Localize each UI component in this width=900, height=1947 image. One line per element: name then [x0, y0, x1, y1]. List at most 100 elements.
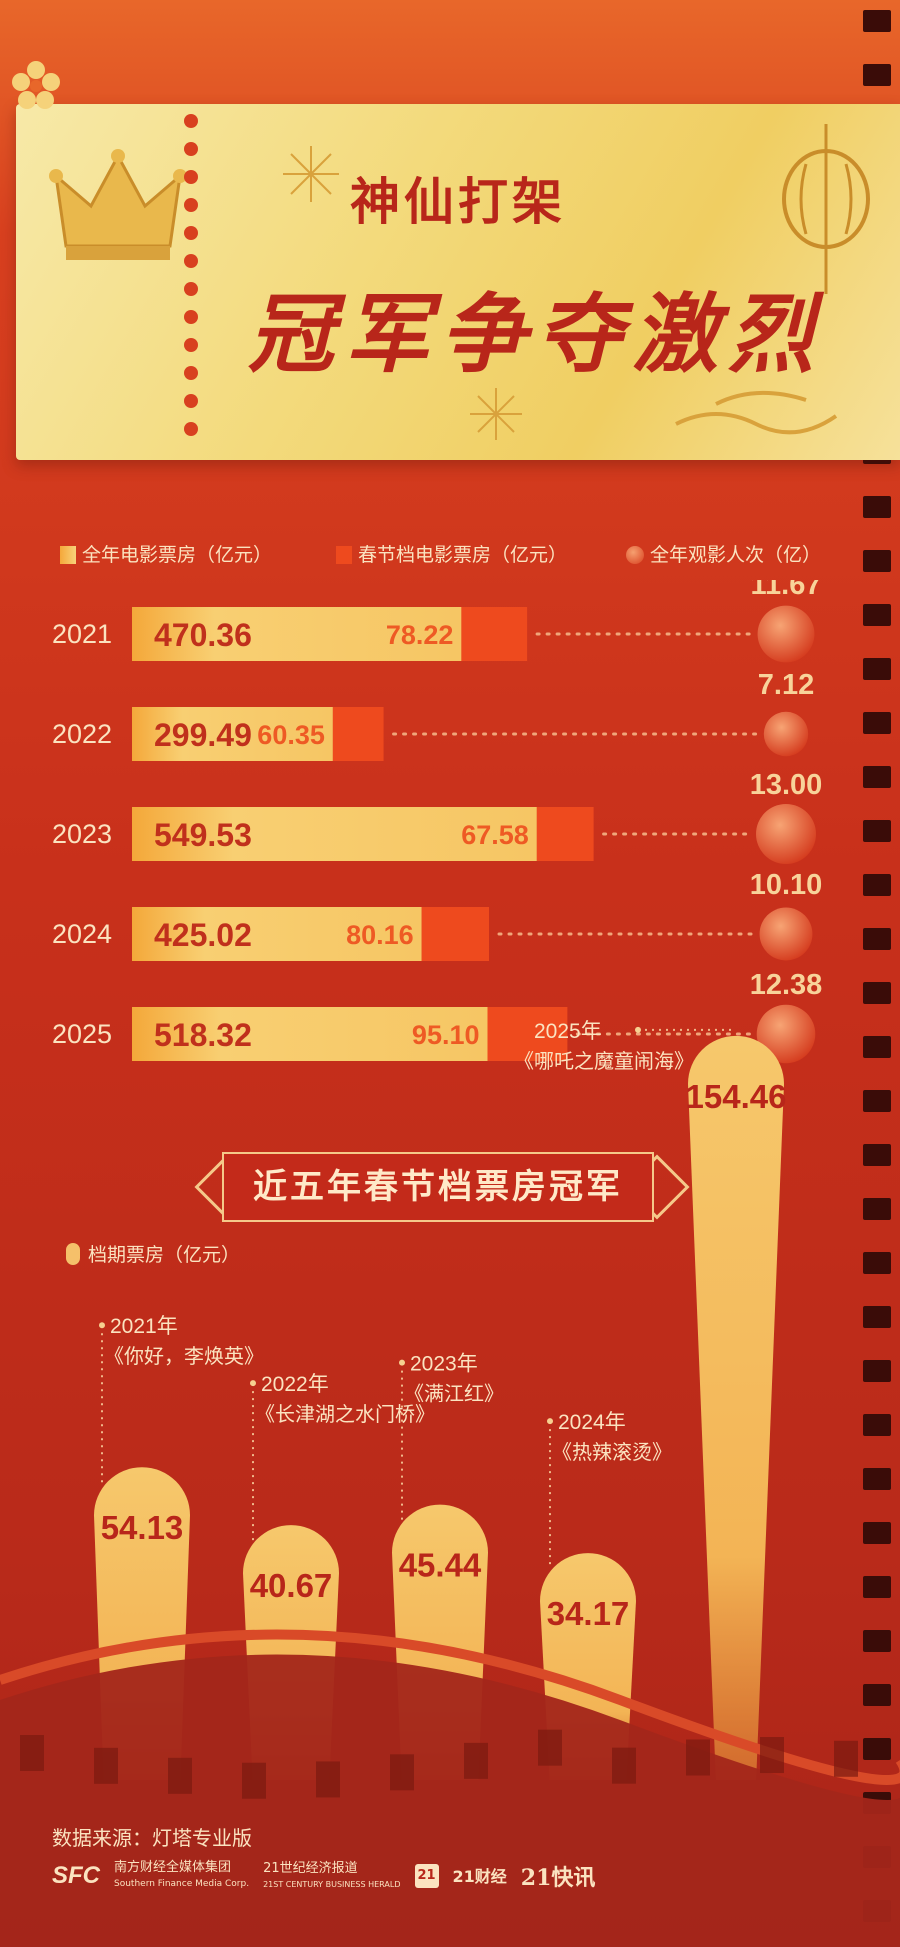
spring-value-label: 67.58 [461, 820, 529, 850]
champion-year-label: 2024年 [558, 1411, 626, 1434]
crown-icon [49, 149, 187, 260]
legend-annual-swatch [60, 546, 76, 564]
film-hole [863, 1306, 891, 1328]
lantern-icon [782, 124, 870, 294]
film-wave-hole [20, 1735, 44, 1771]
film-hole [863, 1738, 891, 1760]
legend-annual: 全年电影票房（亿元） [60, 540, 272, 567]
film-hole [863, 10, 891, 32]
sfc-logo-text: 南方财经全媒体集团 Southern Finance Media Corp. [114, 1860, 249, 1892]
annual-value-label: 425.02 [154, 917, 252, 953]
audience-value-label: 7.12 [758, 669, 814, 701]
cloud-swirl-icon [675, 390, 838, 435]
legend-audience-label: 全年观影人次（亿） [650, 544, 822, 566]
ticket-perforation [184, 114, 198, 454]
film-wave-hole [612, 1747, 636, 1784]
legend-spring: 春节档电影票房（亿元） [336, 540, 567, 567]
film-hole [863, 1900, 891, 1922]
champion-legend-label: 档期票房（亿元） [88, 1244, 241, 1266]
film-hole [863, 604, 891, 626]
21c-logo-en: 21ST CENTURY BUSINESS HERALD [263, 1879, 401, 1889]
year-label: 2021 [52, 619, 112, 649]
champion-value-label: 54.13 [101, 1509, 184, 1546]
film-wave-hole [242, 1762, 266, 1799]
sfc-logo: SFC [52, 1862, 100, 1889]
film-hole [863, 1090, 891, 1112]
champion-film-label: 《热辣滚烫》 [552, 1441, 672, 1464]
audience-bubble [757, 605, 815, 663]
champion-leader-dot [250, 1380, 256, 1387]
champion-year-label: 2022年 [261, 1373, 329, 1396]
perforation-dot [184, 394, 198, 408]
spring-value-label: 78.22 [386, 620, 454, 650]
perforation-dot [184, 338, 198, 352]
champion-leader-dot [99, 1322, 105, 1329]
film-hole [863, 1630, 891, 1652]
spring-bar [461, 607, 528, 661]
21c-logo-cn: 21世纪经济报道 [263, 1860, 358, 1876]
film-wave-hole [168, 1757, 192, 1794]
film-hole [863, 1252, 891, 1274]
film-hole [863, 1846, 891, 1868]
annual-bar [132, 807, 537, 861]
film-hole [863, 874, 891, 896]
film-hole [863, 766, 891, 788]
film-hole [863, 1522, 891, 1544]
perforation-dot [184, 114, 198, 128]
year-label: 2024 [52, 919, 112, 949]
champion-pillar [243, 1525, 339, 1780]
film-hole [863, 1144, 891, 1166]
plum-blossom-icon [12, 61, 60, 109]
audience-value-label: 13.00 [750, 769, 823, 801]
bar-chart: 2021 470.36 78.22 11.67 2022 299.49 60.35 7.12 2… [52, 580, 823, 1064]
21-badge-logo: 21 [414, 1864, 439, 1888]
film-wave-decoration [0, 1654, 900, 1947]
film-hole [863, 1036, 891, 1058]
film-hole [863, 712, 891, 734]
film-hole [863, 1684, 891, 1706]
audience-bubble [763, 711, 809, 757]
perforation-dot [184, 254, 198, 268]
film-hole [863, 64, 891, 86]
film-hole [863, 928, 891, 950]
champion-pillar [688, 1035, 784, 1780]
champion-leader-dot [547, 1418, 553, 1425]
audience-bubble [756, 804, 816, 864]
champion-pillar [392, 1504, 488, 1780]
film-wave-hole [686, 1739, 710, 1776]
film-wave-edge [0, 1629, 900, 1785]
champion-value-label: 45.44 [399, 1547, 482, 1584]
perforation-dot [184, 198, 198, 212]
header-title: 神仙打架 [350, 172, 566, 231]
audience-value-label: 12.38 [750, 969, 823, 1001]
spring-bar [421, 907, 490, 961]
audience-bubble [759, 907, 813, 961]
spring-bar [487, 1007, 568, 1061]
annual-value-label: 470.36 [154, 617, 252, 653]
annual-value-label: 299.49 [154, 717, 252, 753]
legend-audience-swatch [626, 546, 644, 564]
film-wave-hole [94, 1747, 118, 1784]
sfc-logo-en: Southern Finance Media Corp. [114, 1879, 250, 1889]
audience-value-label: 10.10 [750, 869, 823, 901]
champion-pillar [94, 1467, 190, 1780]
champion-legend: 档期票房（亿元） [66, 1240, 240, 1267]
champion-legend-swatch [66, 1243, 80, 1265]
legend-spring-swatch [336, 546, 352, 564]
perforation-dot [184, 226, 198, 240]
film-hole [863, 1792, 891, 1814]
film-wave-hole [316, 1761, 340, 1798]
film-wave-hole [464, 1742, 488, 1779]
film-hole [863, 496, 891, 518]
annual-value-label: 549.53 [154, 817, 252, 853]
film-hole [863, 1468, 891, 1490]
year-label: 2023 [52, 819, 112, 849]
champion-value-label: 34.17 [547, 1595, 630, 1632]
champion-leader-dot [399, 1359, 405, 1366]
perforation-dot [184, 422, 198, 436]
annual-bar [132, 707, 333, 761]
film-hole [863, 1576, 891, 1598]
spring-value-label: 80.16 [346, 920, 414, 950]
annual-value-label: 518.32 [154, 1017, 252, 1053]
21c-logo: 21世纪经济报道 21ST CENTURY BUSINESS HERALD [263, 1861, 400, 1892]
